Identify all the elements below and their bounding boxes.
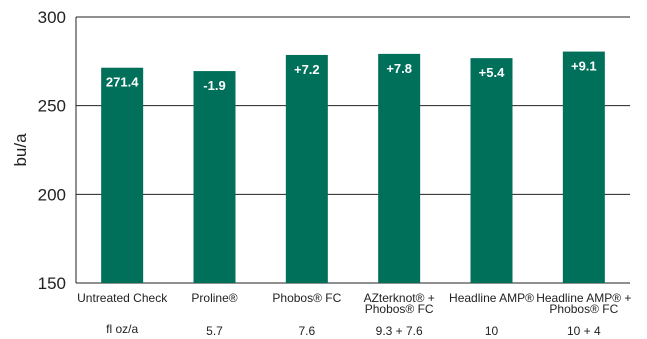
y-tick-label: 300 (38, 8, 66, 27)
x-tick-label: Proline® (191, 291, 237, 305)
rate-label: 9.3 + 7.6 (376, 324, 423, 338)
data-label: 271.4 (106, 75, 139, 90)
x-tick-label: Untreated Check (77, 291, 168, 305)
x-tick-label: Phobos® FC (272, 291, 341, 305)
bar (378, 53, 421, 284)
y-axis-title: bu/a (11, 133, 30, 167)
y-axis-ticks: 150 200 250 300 (38, 8, 66, 293)
data-label: +7.8 (386, 61, 412, 76)
rate-label: 10 + 4 (567, 324, 601, 338)
data-label: -1.9 (203, 78, 225, 93)
y-tick-label: 200 (38, 185, 66, 204)
data-labels: 271.4 -1.9 +7.2 +7.8 +5.4 +9.1 (106, 59, 597, 94)
gridlines (75, 16, 630, 284)
bar (193, 71, 236, 283)
x-tick-label: Headline AMP® (449, 291, 534, 305)
bar (285, 54, 328, 283)
bars (101, 51, 605, 284)
data-label: +7.2 (294, 62, 320, 77)
rate-label: 5.7 (206, 324, 223, 338)
data-label: +9.1 (571, 59, 597, 74)
x-tick-label: AZterknot® + (364, 291, 435, 305)
bar (101, 67, 144, 283)
bar (470, 58, 513, 284)
x-tick-label: Phobos® FC (549, 302, 618, 316)
y-tick-label: 150 (38, 274, 66, 293)
bar (562, 51, 605, 283)
x-tick-label: Phobos® FC (365, 302, 434, 316)
rate-labels: 5.7 7.6 9.3 + 7.6 10 10 + 4 (206, 324, 601, 338)
rate-label: 10 (485, 324, 499, 338)
x-tick-label: Headline AMP® + (536, 291, 631, 305)
rate-header: fl oz/a (106, 322, 138, 336)
y-tick-label: 250 (38, 97, 66, 116)
x-axis-labels: Untreated Check Proline® Phobos® FC AZterkn… (77, 291, 631, 316)
rate-label: 7.6 (298, 324, 315, 338)
data-label: +5.4 (479, 65, 505, 80)
